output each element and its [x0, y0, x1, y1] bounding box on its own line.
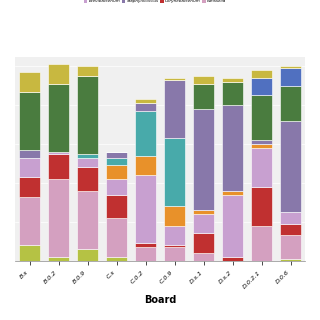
- Bar: [106, 195, 127, 218]
- Bar: [251, 70, 272, 78]
- Bar: [19, 158, 40, 177]
- Bar: [251, 187, 272, 226]
- Bar: [48, 179, 69, 257]
- Bar: [19, 72, 40, 92]
- X-axis label: Board: Board: [144, 295, 176, 305]
- Bar: [280, 68, 301, 86]
- Bar: [164, 247, 185, 261]
- Bar: [106, 152, 127, 158]
- Bar: [164, 78, 185, 80]
- Bar: [222, 105, 243, 191]
- Bar: [251, 78, 272, 95]
- Bar: [164, 80, 185, 138]
- Bar: [19, 150, 40, 158]
- Bar: [19, 196, 40, 245]
- Bar: [48, 84, 69, 152]
- Bar: [280, 121, 301, 212]
- Bar: [222, 82, 243, 105]
- Bar: [48, 154, 69, 179]
- Bar: [19, 92, 40, 150]
- Bar: [77, 249, 98, 261]
- Bar: [77, 191, 98, 249]
- Bar: [106, 179, 127, 195]
- Bar: [280, 224, 301, 236]
- Bar: [48, 64, 69, 84]
- Bar: [222, 195, 243, 257]
- Bar: [135, 103, 156, 111]
- Legend: Cardiopsaceae, Brevibacterium, Jeotgalicoccus, Staphylococcus, Exiguobacterium, : Cardiopsaceae, Brevibacterium, Jeotgalic…: [82, 0, 238, 5]
- Bar: [77, 76, 98, 154]
- Bar: [193, 84, 214, 109]
- Bar: [135, 156, 156, 175]
- Bar: [135, 175, 156, 243]
- Bar: [280, 66, 301, 68]
- Bar: [193, 253, 214, 261]
- Bar: [19, 245, 40, 261]
- Bar: [164, 206, 185, 226]
- Bar: [193, 76, 214, 84]
- Bar: [251, 148, 272, 187]
- Bar: [222, 78, 243, 82]
- Bar: [48, 257, 69, 261]
- Bar: [135, 100, 156, 103]
- Bar: [164, 138, 185, 206]
- Bar: [77, 158, 98, 167]
- Bar: [280, 212, 301, 224]
- Bar: [135, 111, 156, 156]
- Bar: [135, 243, 156, 247]
- Bar: [280, 86, 301, 121]
- Bar: [222, 191, 243, 195]
- Bar: [106, 158, 127, 165]
- Bar: [135, 247, 156, 261]
- Bar: [106, 165, 127, 179]
- Bar: [193, 109, 214, 210]
- Bar: [280, 236, 301, 259]
- Bar: [106, 257, 127, 261]
- Bar: [251, 140, 272, 144]
- Bar: [193, 214, 214, 234]
- Bar: [193, 234, 214, 253]
- Bar: [77, 167, 98, 191]
- Bar: [251, 226, 272, 261]
- Bar: [251, 95, 272, 140]
- Bar: [280, 259, 301, 261]
- Bar: [77, 154, 98, 158]
- Bar: [77, 66, 98, 76]
- Bar: [251, 144, 272, 148]
- Bar: [164, 245, 185, 247]
- Bar: [19, 177, 40, 196]
- Bar: [106, 218, 127, 257]
- Bar: [164, 226, 185, 245]
- Bar: [48, 152, 69, 154]
- Bar: [193, 210, 214, 214]
- Bar: [222, 257, 243, 261]
